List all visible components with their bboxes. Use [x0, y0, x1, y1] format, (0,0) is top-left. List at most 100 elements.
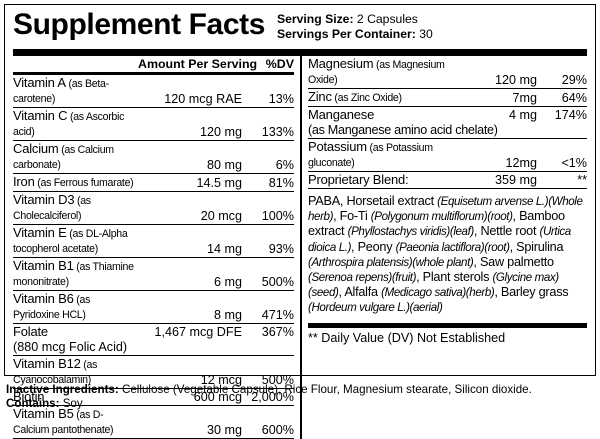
nutrient-amount-secondary: (880 mcg Folic Acid) [13, 340, 294, 356]
nutrient-amount: 14.5 mg [134, 173, 242, 192]
nutrient-source: (as Ascorbic acid) [13, 111, 125, 138]
botanical-latin-name: (Medicago sativa)(herb) [381, 286, 495, 300]
nutrient-name: Folate [13, 324, 48, 339]
botanical-common-name: , Peony [351, 239, 396, 254]
table-row: Vitamin B1 (as Thiamine mononitrate) 6 mg… [13, 257, 294, 291]
column-divider [300, 56, 302, 439]
nutrient-dv: 81% [242, 173, 294, 192]
dv-note: ** Daily Value (DV) Not Established [308, 330, 506, 345]
nutrient-amount: 7mg [457, 88, 537, 107]
proprietary-blend-ingredients: PABA, Horsetail extract (Equisetum arven… [308, 189, 587, 316]
table-row: Zinc (as Zinc Oxide) 7mg 64% [308, 88, 587, 107]
nutrient-amount: 120 mg [457, 56, 537, 89]
serving-size-label: Serving Size: [276, 12, 354, 26]
contains-line: Contains: Soy [6, 397, 596, 411]
nutrient-amount: 4 mg [509, 108, 537, 122]
botanical-latin-name: (Paeonia lactiflora)(root) [395, 240, 510, 254]
table-row: Proprietary Blend: 359 mg ** [308, 171, 587, 189]
nutrient-name-cell: Potassium (as Potassium gluconate) [308, 138, 457, 172]
nutrient-name-cell: Vitamin A (as Beta-carotene) [13, 73, 134, 108]
nutrient-name: Iron [13, 174, 35, 189]
servings-per-container-value: 30 [419, 27, 433, 41]
label-header: Supplement Facts Serving Size: 2 Capsule… [5, 5, 595, 49]
nutrient-name: Potassium [308, 139, 367, 154]
nutrient-source: (as Thiamine mononitrate) [13, 261, 134, 288]
table-row-continuation: (as Manganese amino acid chelate) [308, 123, 587, 139]
table-row: Potassium (as Potassium gluconate) 12mg <1… [308, 138, 587, 172]
table-row: Vitamin B12 (as Cyanocobalamin) 12 mcg 500… [13, 355, 294, 389]
nutrient-amount: 120 mg [134, 107, 242, 141]
servings-per-container-label: Servings Per Container: [276, 27, 416, 41]
serving-size-value: 2 Capsules [356, 12, 418, 26]
nutrient-name: Biotin [13, 389, 45, 404]
nutrient-dv: 471% [242, 290, 294, 324]
nutrient-name-cell: Vitamin B1 (as Thiamine mononitrate) [13, 257, 134, 291]
table-row: Biotin 600 mcg 2,000% [13, 388, 294, 406]
nutrient-name-cell: Vitamin D3 (as Cholecalciferol) [13, 191, 134, 225]
nutrient-dv: 500% [242, 355, 294, 389]
table-row: Magnesium (as Magnesium Oxide) 120 mg 29% [308, 56, 587, 89]
nutrient-name: Vitamin C [13, 108, 68, 123]
nutrient-source: (as Cholecalciferol) [13, 195, 91, 222]
table-row: Vitamin E (as DL-Alpha tocopherol acetat… [13, 224, 294, 258]
supplement-facts-label: Supplement Facts Serving Size: 2 Capsule… [4, 4, 596, 439]
nutrient-name-cell: Vitamin E (as DL-Alpha tocopherol acetat… [13, 224, 134, 258]
nutrient-name-cell: Vitamin B12 (as Cyanocobalamin) [13, 355, 134, 389]
botanical-latin-name: (Urtica dioica L.) [308, 225, 571, 254]
nutrient-name-cell: Vitamin C (as Ascorbic acid) [13, 107, 134, 141]
footer-ingredients: Inactive Ingredients: Cellulose (Vegetab… [6, 383, 596, 411]
table-row: Vitamin D3 (as Cholecalciferol) 20 mcg 100… [13, 191, 294, 225]
nutrient-name: Vitamin B6 [13, 291, 74, 306]
nutrient-name: Vitamin D3 [13, 192, 75, 207]
nutrient-amount: 12 mcg [134, 355, 242, 389]
nutrient-amount: 120 mcg RAE [134, 73, 242, 108]
nutrient-amount: 12mg [457, 138, 537, 172]
left-nutrient-column: Amount Per Serving %DV Vitamin A (as Beta-… [13, 56, 294, 439]
botanical-common-name: , Fo-Ti [333, 209, 371, 224]
nutrient-columns: Amount Per Serving %DV Vitamin A (as Beta-… [5, 56, 595, 439]
nutrient-amount: 80 mg [134, 140, 242, 174]
botanical-latin-name: (Glycine max)(seed) [308, 271, 559, 300]
nutrient-source: (as DL-Alpha tocopherol acetate) [13, 228, 128, 255]
nutrient-source: (as Zinc Oxide) [331, 92, 402, 104]
botanical-latin-name: (Phyllostachys viridis)(leaf) [347, 225, 475, 239]
serving-info: Serving Size: 2 Capsules Servings Per Co… [277, 8, 587, 42]
nutrient-dv: 2,000% [242, 388, 294, 406]
botanical-common-name: PABA, Horsetail extract [308, 194, 438, 208]
nutrient-amount: 1,467 mcg DFE [154, 325, 243, 339]
contains-label: Contains: [6, 397, 60, 410]
botanical-common-name: , Saw palmetto [473, 254, 554, 269]
table-row: Vitamin A (as Beta-carotene) 120 mcg RAE 1… [13, 73, 294, 108]
supplement-facts-panel: Supplement Facts Serving Size: 2 Capsule… [4, 4, 596, 439]
nutrient-name-cell: Zinc (as Zinc Oxide) [308, 88, 457, 107]
nutrient-dv: 133% [242, 107, 294, 141]
page-title: Supplement Facts [13, 8, 265, 41]
nutrient-name: Vitamin B12 [13, 356, 81, 371]
servings-per-container-line: Servings Per Container: 30 [277, 27, 587, 42]
nutrient-amount: 14 mg [134, 224, 242, 258]
nutrient-source: (as Beta-carotene) [13, 78, 109, 105]
nutrient-name-cell: Iron (as Ferrous fumarate) [13, 173, 134, 192]
nutrient-source: (as Calcium carbonate) [13, 144, 114, 171]
nutrient-name: Vitamin B1 [13, 258, 74, 273]
left-nutrient-table-body: Amount Per Serving %DV Vitamin A (as Beta-… [13, 56, 294, 439]
table-row: Vitamin B6 (as Pyridoxine HCL) 8 mg 471% [13, 290, 294, 324]
nutrient-dv: 367% [261, 325, 294, 339]
nutrient-name: Vitamin E [13, 225, 67, 240]
table-row: Vitamin C (as Ascorbic acid) 120 mg 133% [13, 107, 294, 141]
table-row: Manganese 4 mg 174% [308, 107, 587, 124]
inactive-ingredients-label: Inactive Ingredients: [6, 383, 119, 396]
header-amount-per-serving: Amount Per Serving [134, 56, 257, 75]
botanical-latin-name: (Arthrospira platensis)(whole plant) [308, 255, 474, 269]
right-nutrient-column: Magnesium (as Magnesium Oxide) 120 mg 29% Z… [308, 56, 587, 439]
nutrient-table-header-row: Amount Per Serving %DV [13, 56, 294, 75]
nutrient-dv: 93% [242, 224, 294, 258]
inactive-ingredients-line: Inactive Ingredients: Cellulose (Vegetab… [6, 383, 596, 397]
nutrient-amount: 6 mg [134, 257, 242, 291]
nutrient-name: Magnesium [308, 56, 374, 71]
botanical-common-name: , Spirulina [509, 239, 564, 254]
nutrient-name: Vitamin B5 [13, 406, 74, 421]
nutrient-name: Proprietary Blend: [308, 172, 409, 187]
nutrient-name: Vitamin A [13, 75, 66, 90]
dv-note-rule [308, 322, 587, 328]
